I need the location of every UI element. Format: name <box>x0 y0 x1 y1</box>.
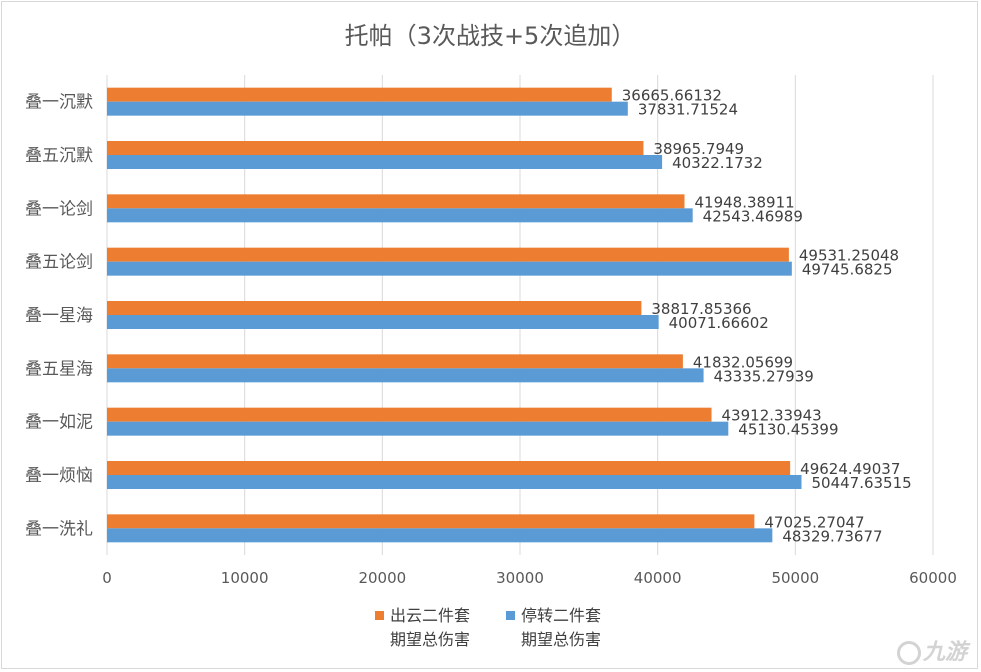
bar-tingzhuan-5 <box>107 368 704 383</box>
legend-swatch-chuyun <box>375 611 384 620</box>
bar-chuyun-6 <box>107 407 712 422</box>
bar-tingzhuan-8 <box>107 528 773 543</box>
data-label-chuyun-0: 36665.66132 <box>622 87 722 105</box>
category-label-1: 叠五沉默 <box>25 146 93 166</box>
data-label-chuyun-2: 41948.38911 <box>694 193 794 211</box>
data-label-tingzhuan-1: 40322.1732 <box>672 154 763 172</box>
bar-tingzhuan-2 <box>107 208 693 223</box>
x-tick-label-2: 20000 <box>358 569 406 587</box>
bar-tingzhuan-1 <box>107 155 663 169</box>
data-label-chuyun-1: 38965.7949 <box>653 140 744 158</box>
bar-tingzhuan-6 <box>107 421 729 436</box>
bar-chuyun-0 <box>107 87 612 102</box>
bar-tingzhuan-7 <box>107 475 802 489</box>
bar-tingzhuan-0 <box>107 101 628 116</box>
category-label-7: 叠一烦恼 <box>25 466 93 486</box>
legend-item-chuyun: 出云二件套 期望总伤害 <box>375 604 470 652</box>
data-label-chuyun-4: 38817.85366 <box>651 300 751 318</box>
logo-mark-icon <box>896 641 921 665</box>
category-label-4: 叠一星海 <box>25 306 93 326</box>
bar-tingzhuan-3 <box>107 261 792 276</box>
legend-label-chuyun-line2: 期望总伤害 <box>390 630 471 649</box>
bar-chuyun-2 <box>107 194 685 209</box>
data-label-tingzhuan-7: 50447.63515 <box>811 474 911 492</box>
data-label-tingzhuan-8: 48329.73677 <box>782 527 882 545</box>
category-label-0: 叠一沉默 <box>25 93 93 113</box>
category-label-6: 叠一如泥 <box>25 413 93 433</box>
x-tick-label-1: 10000 <box>221 569 269 587</box>
x-tick-label-0: 0 <box>102 569 112 587</box>
category-label-5: 叠五星海 <box>25 359 93 379</box>
watermark-logo: 九游 <box>896 634 967 666</box>
category-label-8: 叠一洗礼 <box>25 519 93 539</box>
bar-chuyun-5 <box>107 354 683 369</box>
data-label-tingzhuan-0: 37831.71524 <box>638 101 738 119</box>
data-label-tingzhuan-6: 45130.45399 <box>738 421 838 439</box>
bar-chuyun-3 <box>107 247 789 262</box>
bar-chuyun-7 <box>107 461 791 475</box>
x-tick-label-5: 50000 <box>771 569 819 587</box>
data-label-tingzhuan-5: 43335.27939 <box>714 367 814 385</box>
data-label-chuyun-6: 43912.33943 <box>722 407 822 425</box>
legend-item-tingzhuan: 停转二件套 期望总伤害 <box>506 604 601 652</box>
x-tick-label-4: 40000 <box>634 569 682 587</box>
data-label-tingzhuan-3: 49745.6825 <box>802 261 893 279</box>
legend-label-tingzhuan-line2: 期望总伤害 <box>521 630 602 649</box>
category-label-3: 叠五论剑 <box>25 253 93 273</box>
data-label-tingzhuan-4: 40071.66602 <box>669 314 769 332</box>
x-tick-label-6: 60000 <box>909 569 957 587</box>
x-tick-label-3: 30000 <box>496 569 544 587</box>
data-label-chuyun-5: 41832.05699 <box>693 353 793 371</box>
category-label-2: 叠一论剑 <box>25 199 93 219</box>
chart-title: 托帕（3次战技+5次追加） <box>345 22 636 50</box>
bar-chuyun-4 <box>107 301 642 315</box>
watermark-text: 九游 <box>922 640 967 665</box>
legend-label-tingzhuan-line1: 停转二件套 <box>521 606 602 625</box>
data-label-chuyun-7: 49624.49037 <box>800 460 900 478</box>
data-label-tingzhuan-2: 42543.46989 <box>703 207 803 225</box>
bar-tingzhuan-4 <box>107 315 659 329</box>
legend-label-chuyun-line1: 出云二件套 <box>390 606 471 625</box>
legend-swatch-tingzhuan <box>506 611 515 620</box>
data-label-chuyun-8: 47025.27047 <box>764 513 864 531</box>
bar-chuyun-1 <box>107 141 644 155</box>
bar-chuyun-8 <box>107 514 755 529</box>
data-label-chuyun-3: 49531.25048 <box>799 247 899 265</box>
